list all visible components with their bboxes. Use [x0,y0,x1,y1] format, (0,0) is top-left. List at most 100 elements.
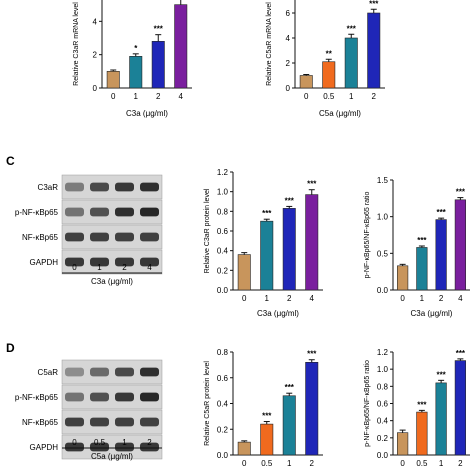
x-tick-label: 4 [458,294,463,303]
x-tick-label: 1 [265,294,270,303]
significance-label: ** [326,49,333,58]
bar [237,254,251,291]
blot-band [65,182,84,192]
y-tick-label: 0.8 [217,207,229,216]
blot-lane-label: 1 [97,263,102,272]
blot-band [115,207,134,217]
bar [435,382,447,456]
blot-lane-label: 4 [147,263,152,272]
x-tick-label: 2 [287,294,292,303]
blot-x-label: C5a (μg/ml) [91,452,133,461]
y-axis-label: p-NF-κBp65/NF-κBp65 ratio [364,192,371,279]
significance-label: *** [369,0,379,8]
y-tick-label: 0.6 [217,374,229,383]
y-tick-label: 1.2 [217,168,229,177]
blot-band [90,257,109,267]
significance-label: *** [307,350,317,359]
bar [299,75,313,89]
blot-row-label: GAPDH [30,258,59,267]
blot-band [115,182,134,192]
bar [106,71,120,89]
blot-band [90,442,109,452]
y-tick-label: 0.6 [377,400,389,409]
blot-row-label: C3aR [38,183,59,192]
bar-chart-top-left: 0 2 4 0 * 1 *** 2 4 C3a (μg/ml) Relative C3aR mRNA… [73,0,192,118]
blot-lane-label: 0 [72,438,77,447]
significance-label: *** [347,24,357,33]
significance-label: * [134,44,138,53]
blot-lane-label: 2 [122,263,127,272]
bar [282,395,296,456]
x-tick-label: 4 [179,92,184,101]
blot-row-label: GAPDH [30,443,59,452]
significance-label: *** [417,400,427,409]
y-tick-label: 0.2 [377,434,389,443]
bar [344,37,358,89]
blot-band [65,417,84,427]
blot-band [140,232,159,242]
y-axis-label: Relative C5aR protein level [204,361,211,446]
blot-band [115,232,134,242]
blot-band [65,367,84,377]
blot-band [115,442,134,452]
bar [174,4,188,89]
x-tick-label: 0 [400,459,405,468]
x-tick-label: 0 [304,92,309,101]
blot-row-label: NF-κBp65 [22,233,59,242]
blot-band [140,392,159,402]
bar [237,441,251,456]
x-tick-label: 0.5 [323,92,335,101]
significance-label: *** [262,209,272,218]
bar [260,423,274,456]
bar [305,194,319,291]
x-tick-label: 2 [372,92,377,101]
bar [397,265,409,291]
y-axis-label: Relative C3aR protein level [204,188,211,273]
bar [397,432,409,456]
significance-label: *** [285,196,295,205]
significance-label: *** [456,188,466,197]
y-tick-label: 0.4 [217,400,229,409]
bar [435,219,447,291]
y-tick-label: 4 [286,34,291,43]
y-tick-label: 0.5 [377,249,389,258]
significance-label: *** [307,180,317,189]
x-tick-label: 1 [134,92,139,101]
y-tick-label: 6 [286,9,291,18]
blot-row-label: C5aR [38,368,59,377]
bar [416,247,428,291]
y-tick-label: 0.8 [377,382,389,391]
bar-chart-D-right: 0.00.20.40.60.81.01.20***0.5***1***2C5a … [364,348,470,468]
significance-label: *** [456,349,466,358]
y-tick-label: 0.0 [377,451,389,460]
y-tick-label: 0.0 [217,451,229,460]
blot-lane-label: 1 [122,438,127,447]
blot-band [65,257,84,267]
bar [260,220,274,291]
y-tick-label: 1.0 [377,365,389,374]
western-blot-D: C5aR p-NF-κBp65 NF-κBp65 GAPDH 0 0.5 1 2 C5a (μg… [15,359,163,461]
blot-band [90,392,109,402]
y-tick-label: 1.5 [377,176,389,185]
x-tick-label: 0 [400,294,405,303]
y-tick-label: 0 [93,84,98,93]
x-tick-label: 0.5 [416,459,428,468]
blot-band [90,367,109,377]
bar [305,361,319,456]
blot-band [115,417,134,427]
x-tick-label: 2 [439,294,444,303]
x-tick-label: 1 [420,294,425,303]
x-tick-label: 1 [439,459,444,468]
y-axis-label: Relative C3aR mRNA level [73,2,80,86]
blot-band [140,367,159,377]
bar [367,12,381,89]
x-axis-label: C3a (μg/ml) [257,309,299,318]
blot-band [90,232,109,242]
blot-band [115,392,134,402]
x-tick-label: 2 [458,459,463,468]
y-tick-label: 4 [93,17,98,26]
x-axis-label: C3a (μg/ml) [411,309,453,318]
y-tick-label: 0.6 [217,227,229,236]
